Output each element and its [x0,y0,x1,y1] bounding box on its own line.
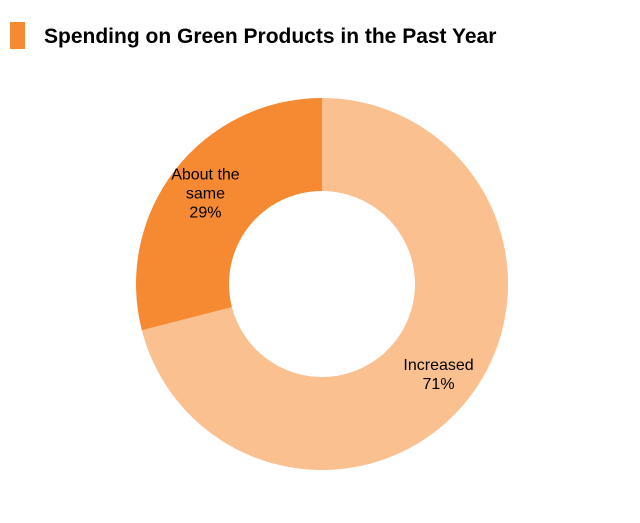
slice-label-increased: Increased 71% [403,357,473,393]
slice-name-label: same [186,186,225,203]
slice-about-the-same [136,98,322,331]
slice-increased [141,98,508,471]
title-marker [10,22,25,49]
slice-group [136,98,508,471]
slice-label-about-the-same: About the same 29% [171,167,240,222]
slice-name-label: About the [171,167,240,184]
label-group: Increased 71% About the same 29% [171,167,473,393]
slice-name-label: Increased [403,357,473,374]
chart-title: Spending on Green Products in the Past Y… [44,25,497,48]
slice-value-label: 29% [189,205,221,222]
slice-value-label: 71% [423,376,455,393]
